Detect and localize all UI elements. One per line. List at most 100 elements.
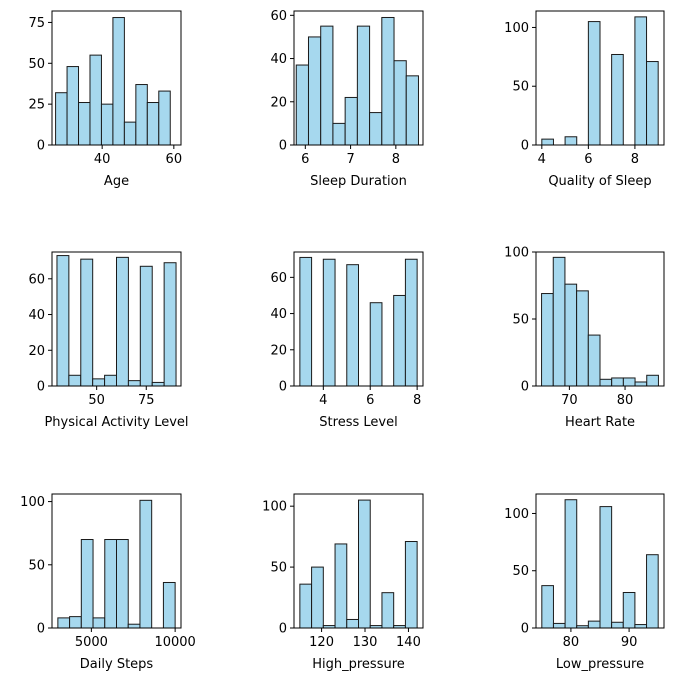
histogram-panel: 120 130 140 0 50 100 High_pressure xyxy=(262,493,424,672)
histogram-bar xyxy=(369,302,383,387)
histogram-bar xyxy=(541,585,554,629)
histogram-bar xyxy=(55,92,68,146)
y-tick-label: 40 xyxy=(270,307,287,322)
y-tick-label: 50 xyxy=(512,564,529,579)
y-tick-label: 100 xyxy=(504,246,529,261)
x-axis-label: Age xyxy=(104,174,129,189)
axes-frame xyxy=(535,10,665,146)
histogram-bar xyxy=(127,623,141,629)
histogram-bar xyxy=(393,294,406,387)
histogram-bar xyxy=(646,554,659,629)
histogram-panel: 70 80 0 50 100 Heart Rate xyxy=(504,246,665,430)
histogram-bar xyxy=(381,592,395,629)
histogram-bar xyxy=(393,60,407,146)
y-tick-label: 100 xyxy=(504,21,529,36)
histogram-bar xyxy=(299,583,313,629)
histogram-bar xyxy=(139,265,153,387)
histogram-bar xyxy=(564,136,578,146)
axes-frame xyxy=(51,251,182,387)
histogram-bar xyxy=(622,377,636,387)
histogram-bar xyxy=(69,616,82,629)
histogram-bar xyxy=(151,381,165,387)
x-tick-label: 6 xyxy=(366,393,374,408)
y-tick-label: 0 xyxy=(279,380,287,395)
x-tick-label: 8 xyxy=(413,393,421,408)
histogram-bar xyxy=(599,378,613,387)
histogram-bar xyxy=(646,374,659,387)
y-tick-label: 100 xyxy=(20,495,45,510)
y-tick-label: 20 xyxy=(28,344,45,359)
y-tick-label: 40 xyxy=(270,52,287,67)
x-axis-label: Heart Rate xyxy=(565,415,635,430)
x-axis-label: Quality of Sleep xyxy=(548,174,651,189)
histogram-bar xyxy=(622,591,636,629)
histogram-bar xyxy=(334,543,348,629)
histogram-bar xyxy=(564,499,578,629)
histogram-panel: 40 60 0 25 50 75 Age xyxy=(28,10,183,189)
x-tick-label: 7 xyxy=(346,152,354,167)
y-tick-label: 0 xyxy=(37,139,45,154)
y-tick-label: 75 xyxy=(28,16,45,31)
histogram-panel: 5000 10000 0 50 100 Daily Steps xyxy=(20,493,196,672)
histogram-bar xyxy=(158,90,171,146)
x-tick-label: 90 xyxy=(621,635,638,650)
histogram-bar xyxy=(123,121,137,146)
y-tick-label: 25 xyxy=(28,98,45,113)
histogram-bar xyxy=(381,16,395,146)
x-tick-label: 8 xyxy=(392,152,400,167)
histogram-bar xyxy=(552,622,566,629)
y-tick-label: 100 xyxy=(262,500,287,515)
histogram-bar xyxy=(611,53,624,146)
y-tick-label: 60 xyxy=(270,9,287,24)
histogram-bar xyxy=(68,374,82,387)
histogram-bar xyxy=(404,258,418,387)
histogram-bar xyxy=(139,499,153,629)
x-axis-label: Sleep Duration xyxy=(310,174,407,189)
histogram-bar xyxy=(163,262,177,387)
x-axis-label: High_pressure xyxy=(312,657,405,672)
histogram-bar xyxy=(322,258,336,387)
y-tick-label: 50 xyxy=(512,313,529,328)
y-tick-label: 0 xyxy=(279,139,287,154)
histogram-bar xyxy=(307,36,322,146)
histogram-bar xyxy=(162,581,176,629)
y-tick-label: 60 xyxy=(270,271,287,286)
histogram-bar xyxy=(611,621,624,629)
histogram-bar xyxy=(104,539,118,629)
y-tick-label: 0 xyxy=(521,622,529,637)
histogram-bar xyxy=(634,624,648,629)
histogram-bar xyxy=(104,374,117,387)
x-tick-label: 40 xyxy=(94,152,111,167)
histogram-bar xyxy=(346,618,360,629)
y-tick-label: 40 xyxy=(28,308,45,323)
axes-frame xyxy=(535,493,665,629)
histogram-bar xyxy=(66,66,80,146)
y-tick-label: 0 xyxy=(521,380,529,395)
x-tick-label: 5000 xyxy=(75,635,108,650)
histogram-bar xyxy=(116,539,129,629)
x-tick-label: 60 xyxy=(166,152,183,167)
x-tick-label: 4 xyxy=(319,393,327,408)
x-tick-label: 4 xyxy=(538,152,546,167)
histogram-bar xyxy=(89,54,102,146)
histogram-bar xyxy=(634,381,648,387)
histogram-bar xyxy=(404,541,418,629)
histogram-bar xyxy=(646,61,659,146)
histogram-bar xyxy=(80,539,94,629)
x-axis-label: Physical Activity Level xyxy=(44,415,188,430)
histogram-bar xyxy=(92,617,106,629)
histogram-bar xyxy=(320,25,334,146)
histogram-bar xyxy=(56,255,70,387)
axes-frame xyxy=(51,10,182,146)
x-tick-label: 80 xyxy=(563,635,580,650)
histogram-bar xyxy=(576,290,589,387)
y-tick-label: 20 xyxy=(270,343,287,358)
y-tick-label: 20 xyxy=(270,95,287,110)
x-axis-label: Daily Steps xyxy=(80,657,154,672)
histogram-bar xyxy=(587,21,601,146)
histogram-bar xyxy=(299,256,313,387)
histogram-bar xyxy=(112,17,125,146)
histogram-bar xyxy=(344,96,358,146)
axes-frame xyxy=(51,493,182,629)
